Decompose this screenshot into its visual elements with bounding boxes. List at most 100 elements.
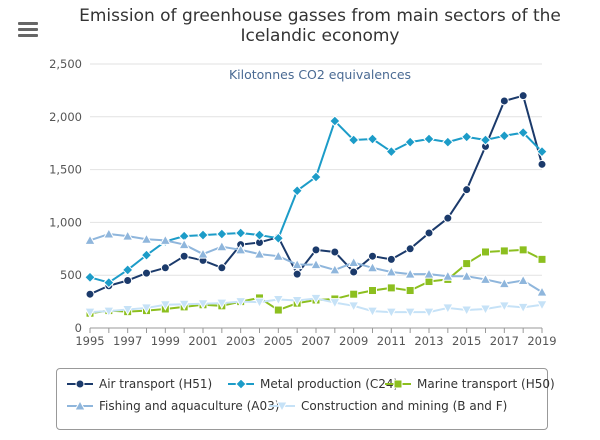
legend-symbol [385,379,411,389]
data-point [424,277,434,287]
data-point [103,276,115,289]
data-point [140,303,153,314]
data-point [385,307,398,319]
data-point [405,244,415,254]
data-point [310,171,322,183]
data-point [140,249,153,261]
data-point [84,234,96,245]
data-point [404,136,416,148]
data-point [462,259,472,269]
legend-symbol [228,378,254,390]
legend-item-marine-transport[interactable]: Marine transport (H50) [385,374,555,394]
data-point [253,248,266,259]
data-point [460,305,473,317]
data-point [311,245,321,255]
y-tick-label: 1,000 [49,215,82,229]
series-4 [84,293,548,319]
y-tick-label: 2,000 [49,110,82,124]
data-point [273,305,283,315]
data-point [159,234,172,245]
data-point [537,254,547,264]
y-axis: 0 500 1,000 1,500 2,000 2,500 [49,57,82,335]
data-point [366,261,379,273]
legend-item-air-transport[interactable]: Air transport (H51) [67,374,212,394]
y-tick-label: 500 [60,268,82,282]
data-point [460,270,473,281]
data-point [234,297,247,308]
data-point [518,91,528,101]
data-point [479,304,492,316]
data-point [442,136,454,148]
data-point [291,296,304,307]
legend-item-metal-production[interactable]: Metal production (C24) [228,374,398,394]
data-point [330,247,340,257]
x-tick-label: 2017 [490,334,519,348]
data-point [349,267,359,277]
data-point [499,96,509,106]
data-point [347,256,360,268]
data-point [253,297,266,309]
series-1 [84,115,548,289]
data-point [368,251,377,261]
chart-title: Emission of greenhouse gasses from main … [40,6,600,46]
data-point [517,302,530,314]
data-point [518,245,528,255]
data-point [310,258,322,270]
x-tick-label: 2019 [527,334,556,348]
x-tick-label: 2009 [339,334,368,348]
legend-label: Fishing and aquaculture (A03) [99,399,280,413]
data-point [121,264,134,276]
data-point [291,258,304,270]
chart-subtitle: Kilotonnes CO2 equivalences [228,67,412,82]
legend-item-fishing-aquaculture[interactable]: Fishing and aquaculture (A03) [67,396,279,416]
x-tick-label: 2013 [414,334,443,348]
legend-label: Metal production (C24) [260,377,399,391]
y-tick-label: 0 [75,321,82,335]
data-point [479,134,492,146]
data-point [460,131,473,143]
data-point [498,130,511,142]
chart-title-line-1: Emission of greenhouse gasses from main … [79,6,561,26]
data-point [140,233,153,244]
x-tick-label: 2005 [264,334,293,348]
data-point [215,298,228,310]
data-point [85,289,95,299]
data-point [368,286,377,296]
data-point [443,213,453,223]
x-tick-label: 2003 [226,334,255,348]
x-tick-label: 1999 [151,334,180,348]
legend-symbol [67,379,93,389]
data-point [121,230,134,241]
data-point [159,300,172,311]
data-point [272,294,285,306]
grid-lines [90,63,542,329]
legend-marker [393,379,403,389]
series-3 [84,227,548,297]
line-chart: 0 500 1,000 1,500 2,000 2,500 1995 1997 1999 200… [49,57,557,348]
data-point [536,145,548,158]
data-point [215,240,228,252]
y-tick-label: 2,500 [49,57,82,71]
data-point [272,232,285,244]
data-point [347,301,360,312]
series-group [84,91,548,319]
hamburger-menu-icon[interactable] [18,22,38,40]
data-point [123,275,133,285]
data-point [234,227,247,239]
data-point [253,229,266,241]
data-point [217,263,227,273]
data-point [498,301,511,312]
data-point [441,303,454,314]
legend-marker [74,400,86,411]
legend-item-construction-mining[interactable]: Construction and mining (B and F) [269,396,507,416]
data-point [160,263,170,273]
data-point [536,300,548,311]
data-point [102,306,115,318]
x-tick-label: 2001 [188,334,217,348]
x-tick-label: 2007 [301,334,330,348]
x-tick-label: 2011 [377,334,406,348]
data-point [385,266,398,277]
data-point [424,228,434,238]
data-point [349,289,359,299]
data-point [121,305,134,316]
